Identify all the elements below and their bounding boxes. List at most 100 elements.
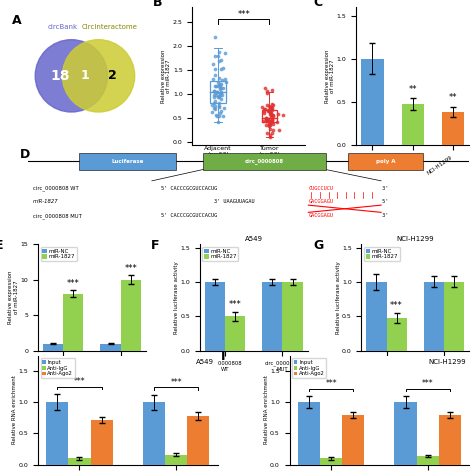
Bar xyxy=(283,282,302,351)
Bar xyxy=(361,59,383,145)
Text: circ_0000808 WT: circ_0000808 WT xyxy=(33,185,79,191)
Point xyxy=(220,104,228,112)
Point xyxy=(265,122,273,130)
Point xyxy=(209,101,216,109)
Point xyxy=(264,115,272,122)
Point xyxy=(266,119,274,127)
Point xyxy=(211,65,219,73)
Point xyxy=(260,105,268,112)
Point xyxy=(217,65,225,73)
Text: A: A xyxy=(11,14,21,27)
Point xyxy=(214,79,222,86)
Bar xyxy=(91,419,113,465)
Point xyxy=(267,111,275,118)
Point xyxy=(214,93,222,100)
Bar xyxy=(417,456,439,465)
Bar xyxy=(298,402,320,465)
Text: 3': 3' xyxy=(379,213,388,219)
Point xyxy=(263,117,270,124)
Text: A549: A549 xyxy=(196,359,214,365)
Point xyxy=(219,77,226,84)
Bar xyxy=(439,415,461,465)
Point xyxy=(268,129,275,137)
Bar xyxy=(68,458,91,465)
Point xyxy=(266,126,274,133)
Point xyxy=(217,95,225,102)
Point xyxy=(217,90,224,97)
Circle shape xyxy=(63,40,135,112)
Point xyxy=(212,111,220,118)
Text: GACGGAGU: GACGGAGU xyxy=(309,199,333,204)
Point xyxy=(216,81,224,89)
Point xyxy=(262,121,269,129)
Point xyxy=(263,87,271,95)
Text: ***: *** xyxy=(237,9,250,18)
Point xyxy=(217,89,225,96)
Point xyxy=(212,82,219,90)
Point xyxy=(212,82,219,90)
Circle shape xyxy=(35,40,108,112)
Y-axis label: Relative RNA enrichment: Relative RNA enrichment xyxy=(12,375,17,445)
Point xyxy=(273,118,281,126)
Point xyxy=(266,108,274,116)
Point xyxy=(211,98,219,105)
Point xyxy=(210,87,218,94)
Point xyxy=(266,110,274,118)
Point xyxy=(219,113,227,120)
Point xyxy=(210,60,217,68)
Point xyxy=(264,116,272,123)
Point xyxy=(209,75,217,82)
Point xyxy=(215,103,223,111)
Text: ***: *** xyxy=(422,379,434,388)
Y-axis label: Relative RNA enrichment: Relative RNA enrichment xyxy=(264,375,269,445)
Point xyxy=(263,115,270,122)
Bar xyxy=(165,455,187,465)
Point xyxy=(267,117,274,124)
Point xyxy=(270,126,277,134)
Y-axis label: Relative luciferase activity: Relative luciferase activity xyxy=(174,261,179,334)
Point xyxy=(216,83,224,91)
Point xyxy=(215,112,223,119)
Bar xyxy=(187,416,210,465)
Point xyxy=(212,91,220,99)
Point xyxy=(211,102,219,109)
Point xyxy=(266,104,273,112)
Point xyxy=(268,110,275,118)
Bar xyxy=(43,344,63,351)
Point xyxy=(269,112,277,119)
Text: CUGCCUCU: CUGCCUCU xyxy=(309,185,333,191)
Point xyxy=(264,108,272,115)
Point xyxy=(217,107,225,114)
Point xyxy=(268,116,275,124)
Text: circ_0000808 MUT: circ_0000808 MUT xyxy=(33,213,82,219)
Point xyxy=(263,90,270,97)
Text: 2: 2 xyxy=(108,69,117,82)
FancyBboxPatch shape xyxy=(202,154,326,170)
Text: circBank: circBank xyxy=(47,24,77,30)
Point xyxy=(211,89,219,96)
Bar xyxy=(366,282,386,351)
Text: GACGGAGU: GACGGAGU xyxy=(309,213,333,219)
Text: ***: *** xyxy=(67,279,80,288)
Text: ***: *** xyxy=(325,379,337,388)
Point xyxy=(261,107,268,114)
Text: Luciferase: Luciferase xyxy=(111,158,144,164)
Point xyxy=(259,117,266,124)
Legend: miR-NC, miR-1827: miR-NC, miR-1827 xyxy=(364,247,400,261)
Text: circ_0000808: circ_0000808 xyxy=(245,158,284,164)
Text: I: I xyxy=(221,350,226,363)
Text: ***: *** xyxy=(170,378,182,387)
Point xyxy=(215,58,223,65)
Point xyxy=(268,87,276,94)
Bar xyxy=(442,112,464,145)
Legend: Input, Anti-IgG, Anti-Ago2: Input, Anti-IgG, Anti-Ago2 xyxy=(41,358,75,378)
Point xyxy=(263,114,270,121)
Point xyxy=(265,121,273,128)
Point xyxy=(215,82,222,90)
FancyBboxPatch shape xyxy=(348,154,423,170)
Point xyxy=(215,80,222,88)
Point xyxy=(262,117,269,125)
Point xyxy=(267,103,275,111)
Point xyxy=(217,89,225,97)
Point xyxy=(269,100,276,108)
